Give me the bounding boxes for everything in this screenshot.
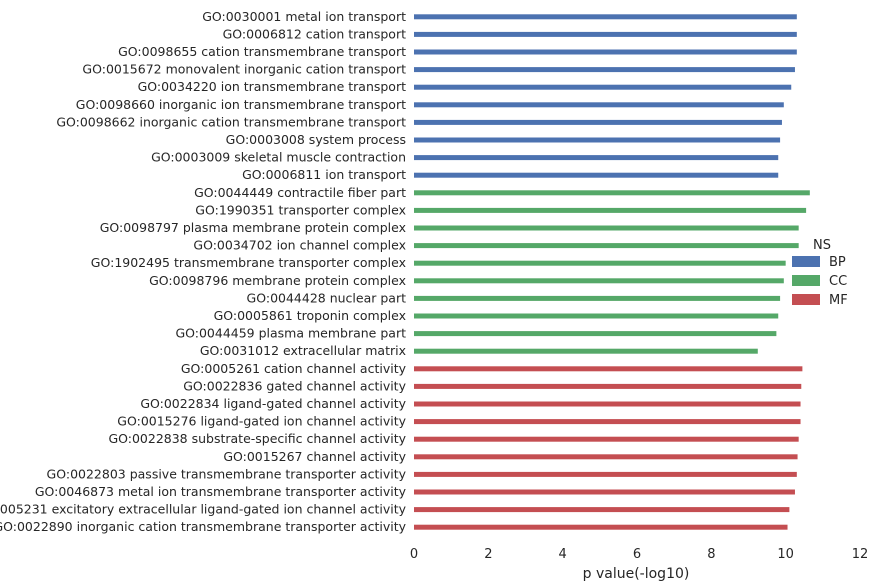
- category-label: GO:0098662 inorganic cation transmembran…: [56, 114, 406, 129]
- bar-cc: [414, 313, 779, 319]
- x-tick-label: 10: [777, 547, 794, 562]
- category-label: GO:1990351 transporter complex: [195, 202, 406, 217]
- category-label: GO:0003009 skeletal muscle contraction: [151, 150, 406, 165]
- legend: NS BP CC MF: [792, 238, 848, 308]
- bar-cc: [414, 243, 799, 249]
- bar-mf: [414, 524, 788, 530]
- bar-bp: [414, 67, 795, 73]
- bar-bp: [414, 49, 797, 55]
- bar-mf: [414, 454, 798, 460]
- legend-label-cc: CC: [829, 274, 847, 289]
- bar-mf: [414, 419, 801, 425]
- x-tick-label: 2: [484, 547, 492, 562]
- category-label: GO:0022890 inorganic cation transmembran…: [0, 519, 407, 534]
- bar-cc: [414, 348, 758, 354]
- bar-cc: [414, 295, 781, 301]
- bar-bp: [414, 102, 784, 108]
- bar-bp: [414, 172, 779, 178]
- legend-label-bp: BP: [829, 255, 846, 270]
- bar-cc: [414, 225, 799, 231]
- bar-mf: [414, 507, 790, 513]
- category-label: GO:0006812 cation transport: [223, 26, 406, 41]
- category-label: GO:0022836 gated channel activity: [183, 378, 406, 393]
- bar-bp: [414, 155, 779, 161]
- bar-bp: [414, 137, 781, 143]
- legend-title: NS: [813, 238, 831, 253]
- category-label: GO:0006811 ion transport: [242, 167, 406, 182]
- category-label: GO:0005231 excitatory extracellular liga…: [0, 502, 407, 517]
- category-label: GO:0022838 substrate-specific channel ac…: [108, 431, 406, 446]
- bar-bp: [414, 119, 782, 125]
- legend-swatch-mf: [792, 294, 820, 305]
- bar-bp: [414, 31, 797, 37]
- x-tick-label: 12: [852, 547, 869, 562]
- category-label: GO:0022834 ligand-gated channel activity: [140, 396, 406, 411]
- bar-cc: [414, 278, 784, 284]
- category-label: GO:1902495 transmembrane transporter com…: [91, 255, 406, 270]
- category-label: GO:0005261 cation channel activity: [181, 361, 407, 376]
- bar-mf: [414, 383, 802, 389]
- category-label: GO:0034220 ion transmembrane transport: [138, 79, 407, 94]
- category-label: GO:0044459 plasma membrane part: [175, 326, 406, 341]
- bar-cc: [414, 260, 786, 266]
- bar-cc: [414, 190, 810, 196]
- category-label: GO:0044428 nuclear part: [247, 290, 407, 305]
- category-label: GO:0098660 inorganic ion transmembrane t…: [76, 97, 406, 112]
- category-label: GO:0022803 passive transmembrane transpo…: [47, 466, 407, 481]
- legend-swatch-bp: [792, 256, 820, 267]
- category-label: GO:0015672 monovalent inorganic cation t…: [82, 62, 406, 77]
- bar-mf: [414, 436, 799, 442]
- bar-bp: [414, 84, 792, 90]
- category-labels: GO:0030001 metal ion transport GO:0006812…: [0, 9, 407, 534]
- category-label: GO:0046873 metal ion transmembrane trans…: [35, 484, 407, 499]
- x-tick-label: 8: [707, 547, 715, 562]
- bar-mf: [414, 489, 795, 495]
- category-label: GO:0005861 troponin complex: [214, 308, 406, 323]
- category-label: GO:0030001 metal ion transport: [202, 9, 406, 24]
- bar-mf: [414, 471, 797, 477]
- category-label: GO:0015267 channel activity: [223, 449, 406, 464]
- category-label: GO:0003008 system process: [226, 132, 406, 147]
- legend-swatch-cc: [792, 275, 820, 286]
- bar-cc: [414, 331, 777, 337]
- x-axis-label: p value(-log10): [583, 566, 690, 582]
- bar-mf: [414, 401, 801, 407]
- category-label: GO:0044449 contractile fiber part: [194, 185, 406, 200]
- category-label: GO:0034702 ion channel complex: [193, 238, 406, 253]
- category-label: GO:0098796 membrane protein complex: [149, 273, 406, 288]
- category-label: GO:0098797 plasma membrane protein compl…: [100, 220, 406, 235]
- bar-cc: [414, 207, 807, 213]
- category-label: GO:0031012 extracellular matrix: [200, 343, 406, 358]
- x-tick-label: 0: [410, 547, 418, 562]
- x-tick-label: 4: [559, 547, 567, 562]
- category-label: GO:0098655 cation transmembrane transpor…: [118, 44, 406, 59]
- legend-label-mf: MF: [829, 293, 848, 308]
- bar-mf: [414, 366, 803, 372]
- bars-layer: [414, 14, 810, 530]
- x-axis-ticks: 0 2 4 6 8 10 12: [410, 547, 868, 562]
- x-tick-label: 6: [633, 547, 641, 562]
- bar-bp: [414, 14, 797, 20]
- category-label: GO:0015276 ligand-gated ion channel acti…: [117, 414, 406, 429]
